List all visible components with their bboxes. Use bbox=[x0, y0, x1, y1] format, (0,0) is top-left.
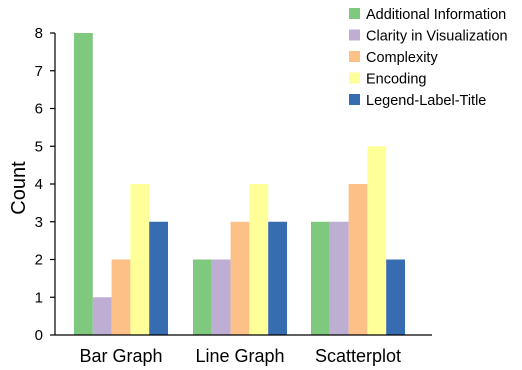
legend-swatch bbox=[349, 51, 360, 62]
bar-bar-graph-encoding bbox=[130, 184, 150, 335]
x-category-label: Scatterplot bbox=[315, 346, 401, 366]
bar-bar-graph-additional-information bbox=[74, 33, 93, 335]
legend-label: Legend-Label-Title bbox=[366, 93, 486, 109]
y-tick-label: 0 bbox=[35, 327, 43, 344]
x-category-label: Bar Graph bbox=[79, 346, 162, 366]
legend: Additional Information Clarity in Visuali… bbox=[349, 7, 508, 109]
y-tick-label: 1 bbox=[35, 289, 43, 306]
legend-label: Encoding bbox=[366, 72, 426, 88]
y-tick-label: 4 bbox=[35, 176, 43, 193]
y-tick-label: 2 bbox=[35, 252, 43, 269]
legend-swatch bbox=[349, 94, 360, 105]
bar-line-graph-complexity bbox=[230, 221, 250, 335]
y-tick-label: 3 bbox=[35, 214, 43, 231]
bar-bar-graph-clarity-in-visualization bbox=[92, 297, 112, 335]
legend-label: Complexity bbox=[366, 50, 438, 66]
y-tick-label: 6 bbox=[35, 101, 43, 118]
x-category-label: Line Graph bbox=[195, 346, 284, 366]
bar-scatterplot-complexity bbox=[348, 184, 368, 335]
bar-scatterplot-additional-information bbox=[311, 221, 330, 335]
bar-scatterplot-legend-label-title bbox=[386, 259, 405, 335]
legend-swatch bbox=[349, 72, 360, 84]
legend-swatch bbox=[349, 29, 360, 41]
y-tick-label: 8 bbox=[35, 25, 43, 42]
y-tick-label: 5 bbox=[35, 138, 43, 155]
bar-line-graph-additional-information bbox=[193, 259, 212, 335]
bar-scatterplot-encoding bbox=[367, 146, 387, 335]
bar-bar-graph-legend-label-title bbox=[149, 221, 168, 335]
bar-bar-graph-complexity bbox=[111, 259, 131, 335]
bar-line-graph-legend-label-title bbox=[268, 221, 287, 335]
x-category-labels: Bar Graph Line Graph Scatterplot bbox=[79, 346, 401, 366]
legend-label: Additional Information bbox=[366, 7, 506, 23]
bar-scatterplot-clarity-in-visualization bbox=[329, 221, 349, 335]
y-ticks: 0 1 2 3 4 5 6 7 8 bbox=[35, 25, 55, 344]
y-tick-label: 7 bbox=[35, 63, 43, 80]
legend-label: Clarity in Visualization bbox=[366, 29, 508, 45]
bars-layer bbox=[74, 33, 405, 335]
bar-line-graph-encoding bbox=[249, 184, 269, 335]
bar-line-graph-clarity-in-visualization bbox=[211, 259, 231, 335]
y-axis-title: Count bbox=[8, 161, 30, 215]
legend-swatch bbox=[349, 8, 360, 19]
